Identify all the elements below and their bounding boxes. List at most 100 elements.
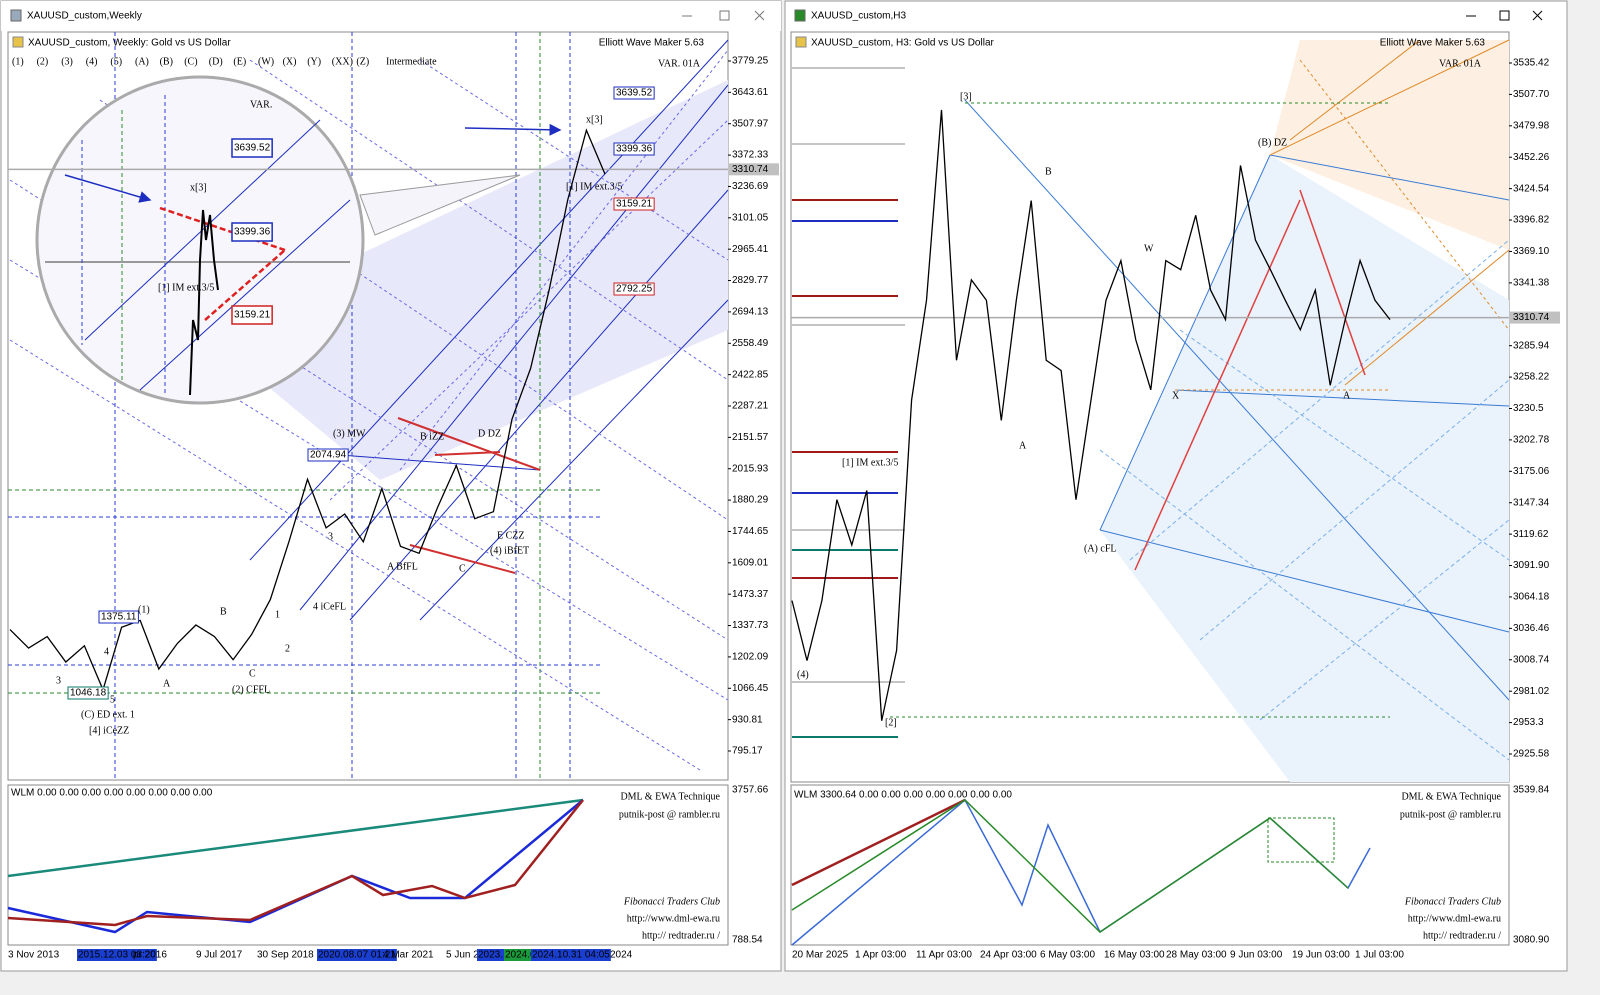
wave-button[interactable]: (D) <box>209 56 223 67</box>
date-label: 4 Mar 2021 <box>383 950 434 961</box>
magnified-level: 3639.52 <box>234 143 271 154</box>
level-label: 1046.18 <box>70 688 107 699</box>
wave-label: [1] IM ext.3/5 <box>566 181 622 192</box>
date-highlight <box>77 949 157 961</box>
maximize-button[interactable] <box>719 10 730 21</box>
y-tick-label: 3643.61 <box>732 87 769 98</box>
degree-label: Intermediate <box>386 56 437 67</box>
wave-label: (1) <box>138 604 150 615</box>
y-tick-label: 3396.82 <box>1513 215 1550 226</box>
y-tick-label: 3285.94 <box>1513 340 1550 351</box>
y-tick-label: 2965.41 <box>732 244 769 255</box>
level-label: 3159.21 <box>616 199 653 210</box>
y-tick-label: 3202.78 <box>1513 435 1550 446</box>
wave-label: W <box>1144 243 1154 254</box>
y-tick-label: 3258.22 <box>1513 372 1550 383</box>
level-label: 3399.36 <box>616 144 653 155</box>
window-controls[interactable] <box>682 10 765 21</box>
current-price-box <box>729 163 779 176</box>
y-tick-label: 2981.02 <box>1513 686 1550 697</box>
watermark: http:// redtrader.ru / <box>642 930 720 941</box>
y-tick-label: 2925.58 <box>1513 749 1550 760</box>
y-tick-label: 3372.33 <box>732 150 769 161</box>
ewm-label: Elliott Wave Maker 5.63 <box>1380 38 1486 49</box>
y-tick-label: 3230.5 <box>1513 403 1544 414</box>
wave-label: A <box>163 678 171 689</box>
y-tick-label: 3424.54 <box>1513 183 1550 194</box>
y-tick-label: 2558.49 <box>732 338 769 349</box>
wave-label: 3 <box>328 531 333 542</box>
level-box <box>613 197 655 211</box>
window-title: XAUUSD_custom,H3 <box>811 11 906 22</box>
watermark: putnik-post @ rambler.ru <box>619 809 720 820</box>
wave-button[interactable]: (1) <box>12 56 24 67</box>
wave-label: 1 <box>275 609 280 620</box>
date-label: 24 Apr 03:00 <box>980 950 1037 961</box>
wave-button[interactable]: (B) <box>160 56 173 67</box>
wave-label: B <box>220 606 227 617</box>
wave-button[interactable]: (C) <box>184 56 197 67</box>
wave-label: A <box>1019 440 1027 451</box>
price-line <box>791 109 1391 721</box>
date-label: 16 May 03:00 <box>1104 950 1165 961</box>
level-box <box>613 282 655 296</box>
y-tick-label: 3341.38 <box>1513 278 1550 289</box>
y-tick-label: 3147.34 <box>1513 497 1550 508</box>
ewm-label: Elliott Wave Maker 5.63 <box>599 38 705 49</box>
magnified-wave: x[3] <box>190 182 207 193</box>
window-icon <box>794 9 806 22</box>
date-highlight <box>504 949 537 961</box>
wave-button[interactable]: (XX) <box>332 56 353 67</box>
wave-button[interactable]: (3) <box>61 56 73 67</box>
wave-button[interactable]: (2) <box>37 56 49 67</box>
forks <box>792 39 1510 782</box>
wave-button[interactable]: (5) <box>110 56 122 67</box>
wave-button[interactable]: (X) <box>283 56 297 67</box>
close-button[interactable] <box>754 10 765 21</box>
indicator-label: WLM 3300.64 0.00 0.00 0.00 0.00 0.00 0.0… <box>794 790 1012 801</box>
level-box <box>307 448 349 462</box>
date-highlight <box>477 949 505 961</box>
level-label: 1375.11 <box>101 612 137 623</box>
wave-button[interactable]: (W) <box>258 56 274 67</box>
maximize-button[interactable] <box>1499 10 1510 21</box>
wave-button[interactable]: (4) <box>86 56 98 67</box>
date-label: 28 May 03:00 <box>1166 950 1227 961</box>
wave-button[interactable]: (Z) <box>356 56 369 67</box>
y-tick-label: 2015.93 <box>732 463 769 474</box>
indicator-plot <box>790 784 1510 946</box>
y-tick-label: 3779.25 <box>732 56 769 67</box>
y-tick-label: 3535.42 <box>1513 58 1550 69</box>
wave-label: [3] <box>960 91 972 102</box>
wave-label: (4) iBfET <box>490 545 529 556</box>
wave-label: X <box>1172 390 1180 401</box>
y-tick-label: 3452.26 <box>1513 152 1550 163</box>
wave-button[interactable]: (Y) <box>307 56 321 67</box>
chart-icon <box>795 36 807 48</box>
y-tick-label: 1337.73 <box>732 620 769 631</box>
indicator-axis: 788.54 <box>732 935 763 946</box>
indicator-plot <box>7 784 729 946</box>
wave-label: [4] iCeZZ <box>89 725 129 736</box>
chart-header: XAUUSD_custom, H3: Gold vs US Dollar <box>811 38 995 49</box>
y-tick-label: 3119.62 <box>1513 529 1549 540</box>
watermark: Fibonacci Traders Club <box>1404 896 1501 907</box>
wave-label: (B) DZ <box>1258 137 1287 148</box>
magnified-box <box>231 305 273 325</box>
date-label: 1 Jul 03:00 <box>1355 950 1404 961</box>
y-tick-label: 3064.18 <box>1513 592 1550 603</box>
y-tick-label: 3175.06 <box>1513 466 1550 477</box>
current-price-label: 3310.74 <box>1513 312 1550 323</box>
date-label: 2015.12.03 03:20 <box>78 950 156 961</box>
date-label: 1 Apr 03:00 <box>855 950 907 961</box>
window-controls[interactable] <box>1466 10 1543 21</box>
current-price-label: 3310.74 <box>732 164 769 175</box>
wave-button[interactable]: (E) <box>233 56 246 67</box>
date-label: 5 Jun 2 <box>446 950 479 961</box>
close-button[interactable] <box>1532 10 1543 21</box>
y-tick-label: 1473.37 <box>732 589 769 600</box>
magnified-box <box>231 138 273 158</box>
wave-label: B iZZ <box>420 431 444 442</box>
wave-button[interactable]: (A) <box>135 56 149 67</box>
